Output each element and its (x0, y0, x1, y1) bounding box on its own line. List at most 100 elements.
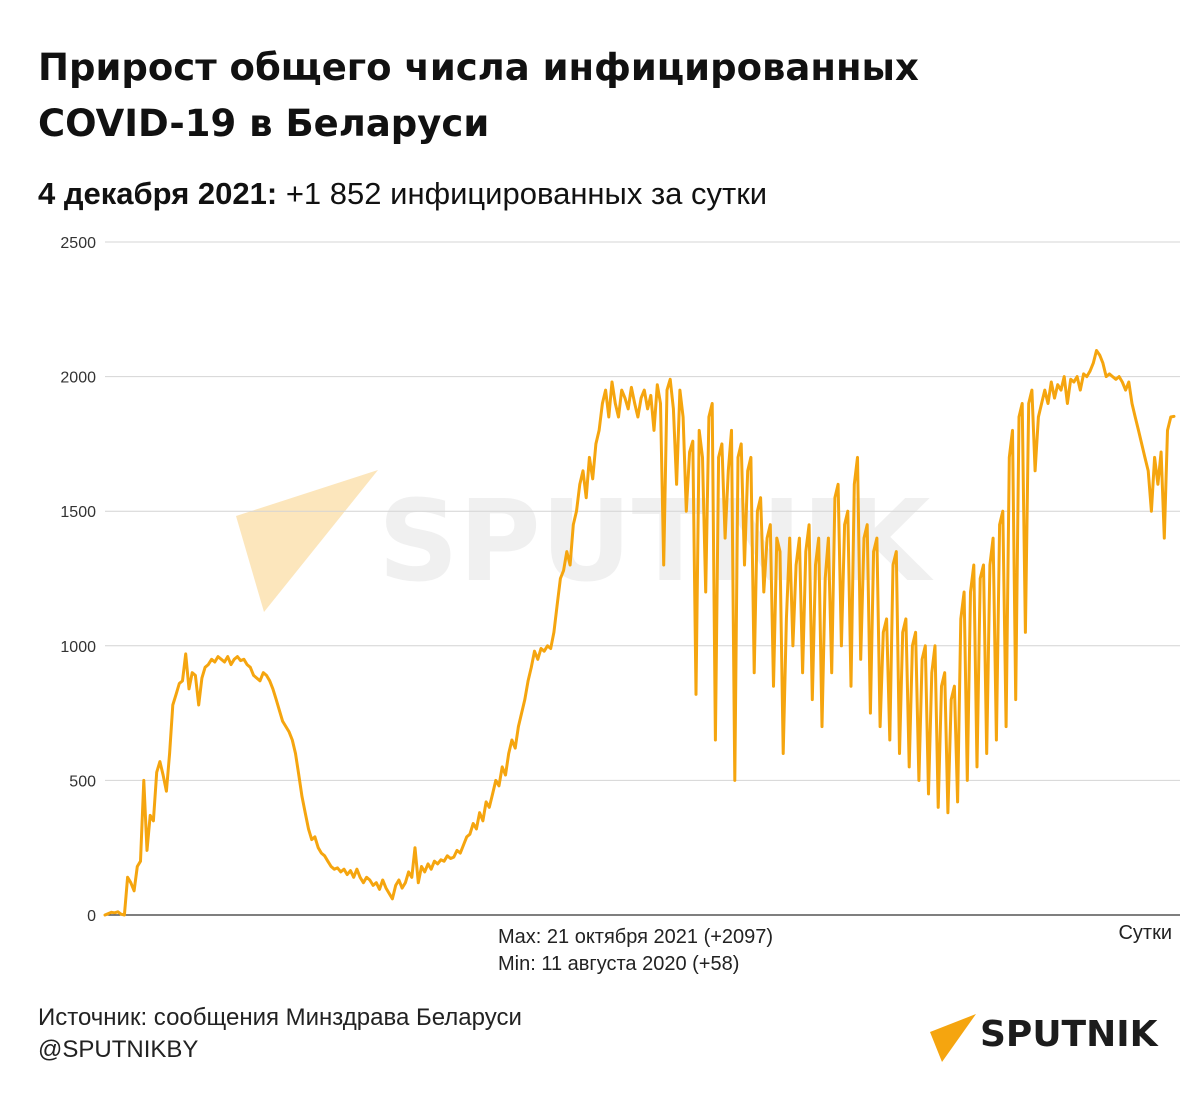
data-point (917, 779, 921, 782)
data-point (410, 876, 413, 879)
data-point (407, 870, 410, 874)
data-point (375, 881, 378, 884)
sputnik-logo[interactable]: SPUTNIK (928, 1010, 1168, 1066)
data-point (149, 814, 152, 817)
data-point (1053, 396, 1056, 400)
data-point (911, 644, 914, 647)
data-point (284, 725, 288, 728)
data-point (546, 644, 549, 647)
data-point (736, 456, 740, 459)
data-point (711, 402, 714, 405)
data-point (591, 477, 594, 481)
data-point (959, 617, 962, 621)
series-line-daily-increase (103, 349, 1176, 917)
data-point (281, 720, 284, 723)
data-point (862, 536, 866, 540)
data-point (549, 647, 552, 650)
data-point (275, 698, 278, 701)
data-point (333, 868, 336, 871)
data-point (704, 590, 707, 594)
data-point (746, 469, 749, 472)
data-point (604, 388, 607, 392)
data-point (701, 456, 704, 459)
data-point (1095, 349, 1098, 352)
data-point (132, 889, 136, 892)
data-point (413, 846, 417, 849)
data-point (239, 659, 242, 662)
data-point (139, 860, 142, 863)
data-point (1011, 429, 1014, 432)
data-point (388, 892, 391, 895)
data-point (384, 886, 388, 890)
data-point (300, 795, 304, 798)
data-point (381, 878, 384, 882)
data-point (1088, 370, 1092, 373)
data-point (588, 456, 591, 459)
data-point (1079, 388, 1082, 392)
data-point (798, 536, 801, 540)
data-point (1117, 375, 1121, 378)
data-point (1075, 375, 1079, 378)
data-point (491, 792, 494, 796)
data-point (985, 752, 988, 755)
data-point (339, 870, 342, 874)
data-point (1017, 415, 1021, 419)
data-point (210, 658, 213, 661)
data-point (681, 415, 685, 419)
data-point (216, 655, 220, 658)
data-point (614, 402, 617, 405)
data-point (995, 738, 998, 742)
data-point (807, 523, 811, 526)
data-point (459, 851, 462, 855)
data-point (601, 402, 604, 405)
title-line-2: COVID-19 в Беларуси (38, 102, 490, 145)
data-point (123, 913, 126, 917)
data-point (271, 687, 275, 691)
y-tick-label: 2000 (60, 370, 96, 387)
data-point (1004, 725, 1008, 728)
data-point (1127, 380, 1131, 384)
data-point (581, 469, 585, 472)
data-point (685, 510, 688, 513)
data-point (888, 738, 891, 742)
data-point (203, 666, 207, 669)
data-point (646, 407, 649, 411)
data-point (449, 857, 452, 860)
data-point (740, 442, 743, 446)
data-point (1098, 353, 1101, 357)
data-point (220, 658, 223, 661)
max-note: Max: 21 октября 2021 (+2097) (498, 926, 774, 948)
data-point (765, 536, 769, 540)
data-point (323, 854, 326, 857)
data-point (255, 676, 258, 680)
data-point (530, 666, 533, 669)
data-point (1143, 456, 1147, 459)
data-point (423, 870, 426, 874)
data-point (158, 760, 162, 763)
data-point (597, 429, 601, 432)
data-point (1114, 378, 1118, 381)
data-point (536, 658, 539, 661)
data-point (362, 881, 365, 884)
data-point (662, 563, 665, 567)
data-point (824, 577, 827, 580)
data-point (1056, 383, 1059, 386)
data-point (1059, 388, 1063, 392)
y-tick-label: 1000 (60, 639, 96, 656)
data-point (1172, 415, 1176, 418)
data-point (562, 569, 565, 572)
data-point (181, 679, 184, 682)
data-point (307, 827, 310, 831)
data-point (924, 644, 927, 647)
data-point (171, 703, 174, 707)
data-point (575, 510, 578, 513)
data-point (352, 876, 355, 879)
data-point (1156, 483, 1160, 486)
data-point (116, 910, 120, 913)
data-point (494, 779, 497, 782)
data-point (610, 380, 614, 384)
data-point (904, 617, 908, 621)
data-point (1137, 429, 1140, 432)
grid-lines (105, 241, 1180, 781)
data-point (326, 860, 329, 863)
